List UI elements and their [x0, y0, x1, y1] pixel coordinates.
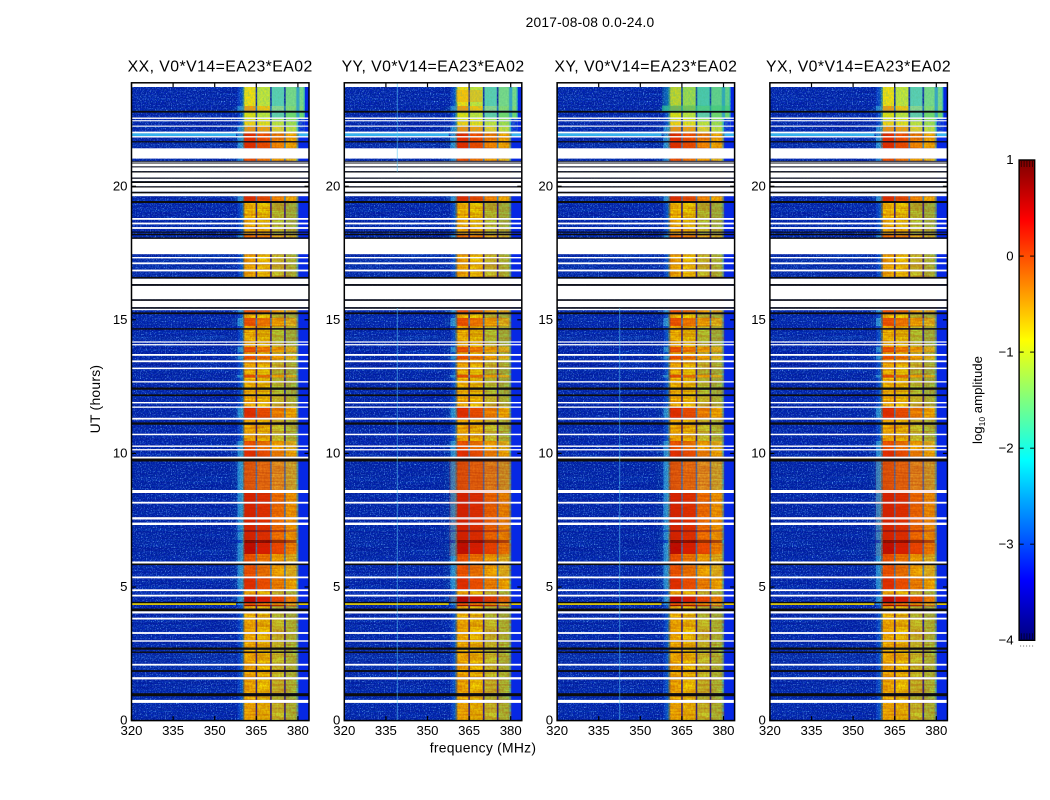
svg-text:380: 380 — [500, 723, 522, 738]
svg-text:5: 5 — [120, 579, 127, 594]
svg-text:5: 5 — [759, 579, 766, 594]
svg-text:0: 0 — [546, 713, 553, 728]
svg-text:20: 20 — [538, 179, 553, 194]
svg-text:−4: −4 — [999, 633, 1014, 648]
svg-text:20: 20 — [751, 179, 766, 194]
svg-text:−3: −3 — [999, 536, 1014, 551]
svg-text:335: 335 — [588, 723, 610, 738]
svg-text:5: 5 — [333, 579, 340, 594]
svg-text:15: 15 — [538, 312, 553, 327]
svg-text:frequency (MHz): frequency (MHz) — [430, 740, 536, 756]
svg-text:20: 20 — [113, 179, 128, 194]
svg-text:−2: −2 — [999, 440, 1014, 455]
svg-text:UT (hours): UT (hours) — [87, 365, 103, 434]
svg-text:335: 335 — [162, 723, 184, 738]
svg-text:365: 365 — [884, 723, 906, 738]
svg-text:350: 350 — [204, 723, 226, 738]
svg-text:0: 0 — [759, 713, 766, 728]
svg-text:15: 15 — [326, 312, 341, 327]
svg-text:0: 0 — [333, 713, 340, 728]
svg-text:350: 350 — [842, 723, 864, 738]
svg-text:XY, V0*V14=EA23*EA02: XY, V0*V14=EA23*EA02 — [554, 59, 737, 76]
svg-text:0: 0 — [120, 713, 127, 728]
svg-text:log10 amplitude: log10 amplitude — [970, 356, 987, 444]
svg-text:2017-08-08 0.0-24.0: 2017-08-08 0.0-24.0 — [526, 15, 655, 30]
svg-text:15: 15 — [113, 312, 128, 327]
svg-text:YX, V0*V14=EA23*EA02: YX, V0*V14=EA23*EA02 — [766, 59, 951, 76]
svg-text:10: 10 — [751, 446, 766, 461]
svg-text:1: 1 — [1006, 152, 1013, 167]
svg-text:320: 320 — [120, 723, 142, 738]
svg-text:0: 0 — [1006, 248, 1013, 263]
svg-text:320: 320 — [759, 723, 781, 738]
svg-text:365: 365 — [671, 723, 693, 738]
svg-text:380: 380 — [287, 723, 309, 738]
svg-text:350: 350 — [629, 723, 651, 738]
svg-text:350: 350 — [416, 723, 438, 738]
svg-text:−1: −1 — [999, 344, 1014, 359]
svg-text:10: 10 — [326, 446, 341, 461]
svg-text:10: 10 — [113, 446, 128, 461]
svg-text:335: 335 — [800, 723, 822, 738]
svg-text:20: 20 — [326, 179, 341, 194]
svg-text:365: 365 — [458, 723, 480, 738]
svg-text:YY, V0*V14=EA23*EA02: YY, V0*V14=EA23*EA02 — [342, 59, 525, 76]
svg-text:15: 15 — [751, 312, 766, 327]
svg-text:10: 10 — [538, 446, 553, 461]
svg-text:380: 380 — [712, 723, 734, 738]
svg-text:320: 320 — [333, 723, 355, 738]
svg-text:XX, V0*V14=EA23*EA02: XX, V0*V14=EA23*EA02 — [128, 59, 313, 76]
svg-text:365: 365 — [245, 723, 267, 738]
svg-text:380: 380 — [925, 723, 947, 738]
svg-text:335: 335 — [375, 723, 397, 738]
svg-text:5: 5 — [546, 579, 553, 594]
svg-text:320: 320 — [546, 723, 568, 738]
